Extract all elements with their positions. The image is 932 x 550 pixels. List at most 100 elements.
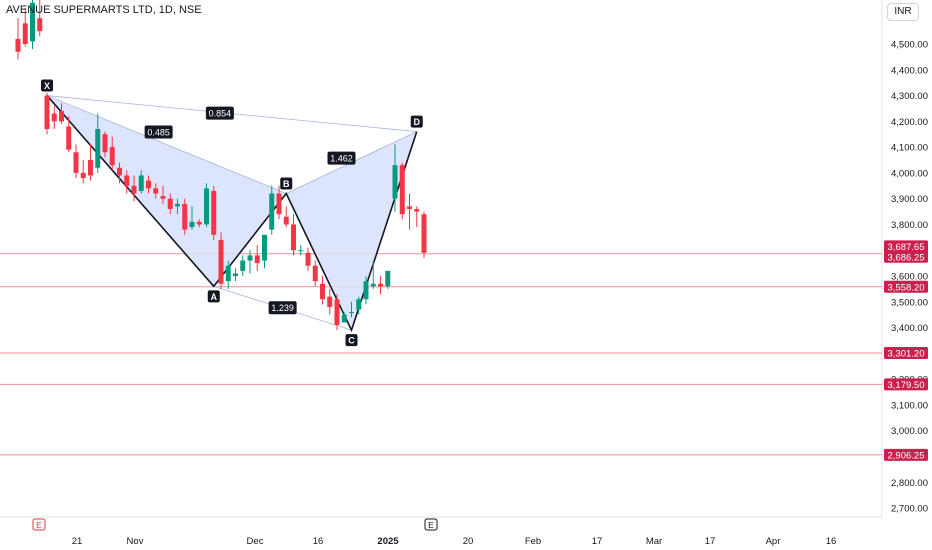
candle-body bbox=[305, 252, 311, 266]
candle-body bbox=[283, 216, 289, 225]
pivot-label-text: A bbox=[211, 292, 218, 302]
candle bbox=[392, 144, 398, 212]
time-tick-label: Apr bbox=[766, 536, 781, 547]
candle bbox=[370, 260, 376, 289]
candle bbox=[204, 183, 209, 228]
time-tick-label: 16 bbox=[826, 536, 837, 547]
level-badge-text: 3,301.20 bbox=[888, 349, 925, 360]
time-tick-label: 21 bbox=[72, 536, 83, 547]
candle bbox=[117, 162, 122, 184]
price-tick-label: 3,000.00 bbox=[891, 426, 928, 437]
level-badge-text: 3,686.25 bbox=[888, 252, 925, 263]
candle bbox=[30, 0, 35, 50]
currency-button[interactable]: INR bbox=[887, 3, 919, 21]
price-tick-label: 4,100.00 bbox=[891, 143, 928, 154]
candle bbox=[153, 183, 159, 199]
ratio-label: 0.485 bbox=[144, 125, 173, 139]
candle-body bbox=[204, 188, 209, 225]
candle-body bbox=[378, 283, 383, 287]
candles bbox=[15, 0, 427, 331]
level-badge: 3,301.20 bbox=[884, 347, 928, 360]
candle bbox=[95, 113, 101, 173]
candle bbox=[363, 276, 369, 305]
pivot-label-text: B bbox=[283, 179, 290, 189]
time-tick-label: Nov bbox=[127, 536, 144, 547]
candle-body bbox=[233, 273, 238, 277]
last-price-badge-box bbox=[884, 240, 928, 253]
level-badge-text: 3,179.50 bbox=[888, 380, 925, 391]
last-price-badge: 3,687.65 bbox=[884, 240, 928, 253]
candle bbox=[247, 250, 253, 274]
candle bbox=[124, 170, 130, 194]
candle bbox=[211, 185, 217, 240]
candle-body bbox=[262, 234, 267, 261]
candle bbox=[283, 206, 289, 228]
ratio-label-box bbox=[205, 106, 234, 120]
earnings-marker-box bbox=[32, 518, 46, 531]
candle bbox=[298, 245, 304, 256]
ratio-label: 0.854 bbox=[205, 106, 234, 120]
time-tick-label: 17 bbox=[592, 536, 603, 547]
candle-body bbox=[341, 314, 347, 323]
candle bbox=[291, 214, 296, 256]
candle bbox=[312, 260, 318, 287]
candle-body bbox=[117, 167, 122, 176]
ratio-label-box bbox=[268, 301, 297, 315]
candle-body bbox=[102, 134, 108, 153]
candle-body bbox=[80, 172, 86, 179]
candle-body bbox=[276, 193, 282, 215]
earnings-marker: E bbox=[32, 518, 46, 531]
candle bbox=[356, 296, 362, 315]
candle-body bbox=[167, 198, 173, 209]
level-badge-box bbox=[884, 347, 928, 360]
candle bbox=[182, 198, 188, 235]
ratio-label-box bbox=[144, 125, 173, 139]
candle-body bbox=[175, 203, 180, 207]
candle-body bbox=[327, 296, 333, 307]
last-price-badge-text: 3,687.65 bbox=[888, 242, 925, 253]
candle bbox=[240, 255, 246, 277]
candle bbox=[334, 294, 340, 331]
candle-body bbox=[73, 152, 79, 173]
candle-body bbox=[88, 160, 93, 176]
pivot-label-x: X bbox=[41, 79, 53, 92]
candle-body bbox=[182, 203, 188, 230]
pattern-fill-bcd bbox=[286, 131, 417, 331]
candle bbox=[80, 160, 86, 184]
symbol-title: AVENUE SUPERMARTS LTD, 1D, NSE bbox=[6, 4, 202, 16]
candle bbox=[262, 234, 267, 269]
candle bbox=[407, 193, 412, 230]
candle-body bbox=[160, 196, 166, 199]
time-tick-label: 20 bbox=[463, 536, 474, 547]
pivot-label-c: C bbox=[345, 334, 358, 347]
candle bbox=[131, 175, 137, 202]
ratio-label-text: 0.485 bbox=[147, 128, 170, 138]
price-tick-label: 2,700.00 bbox=[891, 504, 928, 515]
pivot-label-d: D bbox=[410, 115, 423, 128]
candle-body bbox=[131, 185, 137, 194]
candle-body bbox=[334, 299, 340, 326]
candle bbox=[305, 247, 311, 271]
level-badge-box bbox=[884, 280, 928, 293]
candle bbox=[414, 206, 420, 228]
candle-body bbox=[66, 126, 72, 150]
candle bbox=[276, 185, 282, 220]
candle-body bbox=[109, 147, 115, 166]
time-tick-label: 2025 bbox=[377, 536, 399, 547]
candle bbox=[102, 131, 108, 158]
pattern-connector-line bbox=[46, 95, 287, 194]
level-badge-box bbox=[884, 448, 928, 461]
candle bbox=[15, 18, 21, 60]
time-tick-label: 16 bbox=[313, 536, 324, 547]
candle-body bbox=[30, 2, 35, 42]
candle-body bbox=[37, 18, 43, 32]
level-badge-box bbox=[884, 378, 928, 391]
candle bbox=[421, 211, 427, 258]
candle-body bbox=[95, 129, 101, 168]
candle-body bbox=[320, 283, 325, 300]
level-badge: 2,906.25 bbox=[884, 448, 928, 461]
candle bbox=[175, 198, 180, 215]
candle bbox=[109, 136, 115, 171]
